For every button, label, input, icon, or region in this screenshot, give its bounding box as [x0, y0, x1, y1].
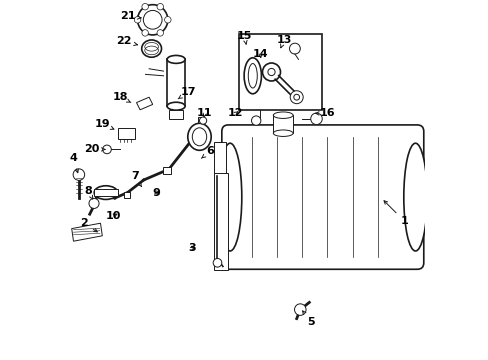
Ellipse shape	[167, 55, 185, 63]
Circle shape	[294, 304, 305, 315]
Circle shape	[89, 198, 99, 208]
Text: 19: 19	[94, 119, 114, 129]
Circle shape	[289, 43, 300, 54]
Ellipse shape	[273, 130, 292, 136]
Circle shape	[164, 17, 171, 23]
Text: 12: 12	[227, 108, 243, 118]
Circle shape	[157, 4, 163, 10]
Circle shape	[134, 17, 141, 23]
Bar	[163, 167, 170, 174]
Circle shape	[251, 116, 260, 125]
Text: 6: 6	[201, 146, 214, 158]
Text: 14: 14	[252, 49, 268, 59]
Text: 10: 10	[105, 211, 121, 221]
Circle shape	[262, 63, 280, 81]
Ellipse shape	[403, 143, 427, 251]
Ellipse shape	[142, 40, 161, 57]
Text: 15: 15	[236, 31, 252, 44]
Ellipse shape	[218, 143, 241, 251]
Ellipse shape	[248, 63, 257, 88]
Circle shape	[137, 5, 167, 35]
Text: 5: 5	[302, 311, 314, 327]
Text: 22: 22	[116, 36, 137, 46]
Text: 13: 13	[276, 35, 291, 48]
Bar	[123, 192, 130, 198]
Ellipse shape	[167, 102, 185, 110]
Bar	[168, 110, 183, 119]
Bar	[273, 115, 292, 133]
Circle shape	[199, 117, 206, 124]
Ellipse shape	[273, 112, 292, 118]
Text: 4: 4	[69, 153, 78, 173]
Text: 7: 7	[131, 171, 141, 186]
Circle shape	[157, 30, 163, 36]
FancyBboxPatch shape	[222, 125, 423, 269]
Bar	[213, 173, 228, 270]
Text: 16: 16	[315, 108, 334, 118]
Text: 9: 9	[152, 188, 160, 198]
Polygon shape	[136, 97, 152, 110]
Circle shape	[102, 145, 111, 154]
Bar	[94, 189, 118, 196]
Text: 8: 8	[84, 186, 93, 199]
Circle shape	[293, 94, 299, 100]
Ellipse shape	[187, 123, 211, 150]
Bar	[239, 34, 321, 110]
Bar	[167, 59, 185, 106]
Text: 3: 3	[188, 243, 196, 253]
Text: 2: 2	[80, 218, 97, 232]
Circle shape	[289, 91, 303, 104]
Bar	[118, 128, 134, 139]
Circle shape	[142, 30, 148, 36]
Circle shape	[213, 258, 222, 267]
Circle shape	[143, 10, 162, 29]
Ellipse shape	[94, 186, 117, 199]
Text: 20: 20	[83, 144, 105, 154]
Polygon shape	[72, 223, 102, 241]
Text: 17: 17	[178, 87, 196, 99]
Text: 11: 11	[197, 108, 212, 118]
Circle shape	[142, 4, 148, 10]
Circle shape	[73, 169, 84, 180]
Ellipse shape	[244, 58, 261, 94]
Polygon shape	[213, 142, 226, 178]
Text: 18: 18	[112, 92, 131, 103]
Ellipse shape	[192, 128, 206, 146]
Circle shape	[310, 113, 322, 125]
Text: 1: 1	[383, 201, 408, 226]
Text: 21: 21	[120, 11, 141, 21]
Circle shape	[267, 68, 275, 76]
